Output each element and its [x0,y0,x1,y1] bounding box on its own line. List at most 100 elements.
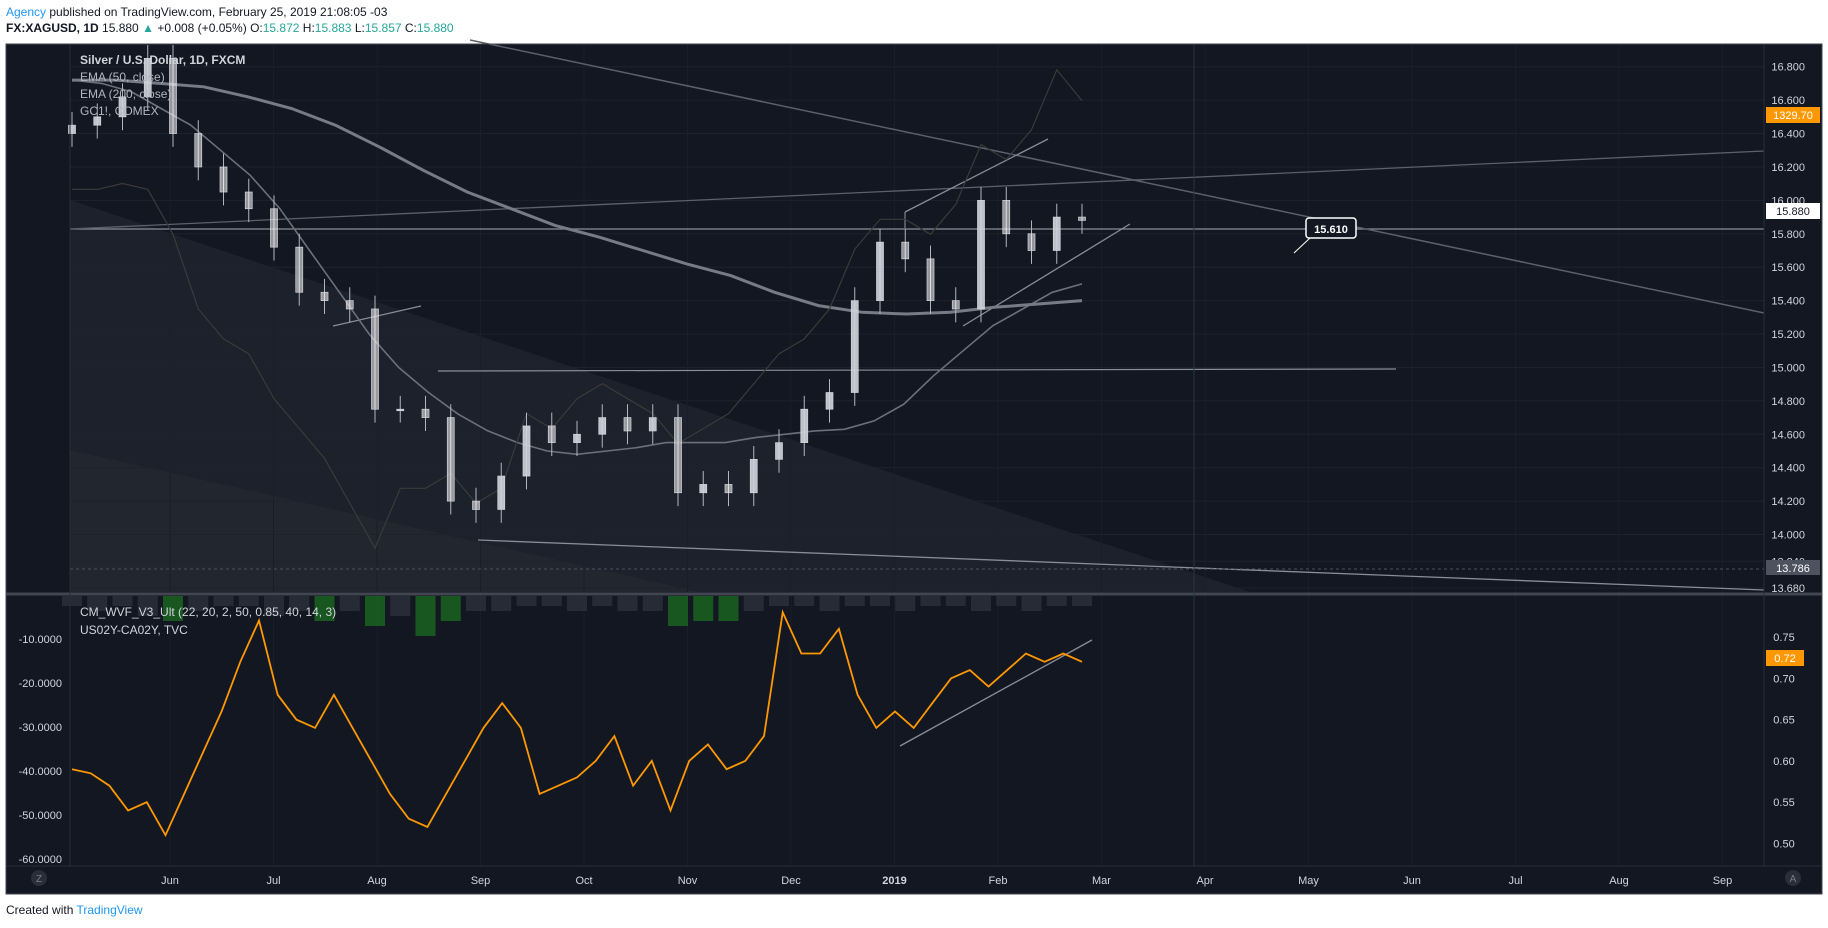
candle-body[interactable] [270,208,278,248]
candle-body[interactable] [1052,216,1061,251]
spread-axis-tick: 0.55 [1773,797,1794,809]
wvf-axis-tick: -40.0000 [19,766,62,778]
wvf-bar [945,596,966,606]
spread-value-text: 0.72 [1774,653,1795,665]
candle-body[interactable] [573,433,581,443]
resistance-line[interactable] [437,368,1397,372]
low-value: 15.857 [364,21,402,35]
callout-text: 15.610 [1314,224,1348,236]
spread-axis-tick: 0.50 [1773,838,1794,850]
candle-body[interactable] [522,425,531,477]
auto-scale-button[interactable] [1785,870,1801,886]
spread-trend-line[interactable] [899,639,1093,747]
candle-body[interactable] [775,442,783,460]
candle-body[interactable] [118,96,127,118]
time-axis-tick: Dec [781,875,801,887]
candle-body[interactable] [699,484,708,494]
candle-body[interactable] [320,291,329,301]
candle-body[interactable] [194,133,203,168]
zoom-reset-label: Z [36,874,42,885]
indicator-line-2[interactable] [72,68,1083,550]
callout-pointer [1293,237,1311,254]
spread-series-line[interactable] [71,609,1083,838]
wvf-bar [163,596,183,621]
wvf-bar [1072,596,1092,606]
candle-body[interactable] [143,58,152,98]
candle-body[interactable] [68,124,76,134]
time-axis-tick: 2019 [882,875,906,887]
wvf-bar [365,596,385,626]
candle-body[interactable] [825,392,834,410]
channel-upper-line[interactable] [904,138,1049,213]
low-price-text: 13.786 [1776,563,1810,575]
candle-body[interactable] [876,241,884,301]
time-axis-tick: Nov [678,875,698,887]
wvf-axis-tick: -10.0000 [19,634,62,646]
zoom-reset-button[interactable] [31,870,47,886]
uptrend-line[interactable] [69,150,1765,230]
candle-body[interactable] [371,308,379,410]
candle-body[interactable] [623,417,632,432]
candle-body[interactable] [1002,200,1011,235]
wvf-bar [693,596,714,621]
candle-body[interactable] [749,458,758,494]
candle-body[interactable] [472,500,480,510]
candle-body[interactable] [901,241,910,260]
close-label: C: [404,21,417,35]
candle-body[interactable] [345,300,354,310]
wvf-bar [642,596,663,611]
gold-price-badge [1766,107,1820,123]
time-axis-tick: May [1298,875,1319,887]
price-axis-tick: 16.400 [1771,129,1805,141]
candle-body[interactable] [926,258,935,301]
price-axis-tick: 15.600 [1771,262,1805,274]
candle-body[interactable] [446,417,455,502]
indicator-line-1[interactable] [72,78,1083,316]
candle-body[interactable] [497,475,506,510]
downtrend-line[interactable] [469,39,1765,314]
footer-created: Created with [6,903,74,917]
candle-body[interactable] [951,300,960,310]
wvf-bar [264,596,284,616]
candle-body[interactable] [977,200,985,310]
price-axis-tick: 14.600 [1771,429,1805,441]
candle-body[interactable] [1027,233,1036,251]
candle-body[interactable] [850,300,859,393]
candle-body[interactable] [648,417,657,432]
callout-box[interactable] [1305,217,1357,239]
author-link[interactable]: Agency [6,5,47,19]
candle-body[interactable] [169,58,177,134]
candle-body[interactable] [219,166,228,193]
wvf-bar [794,596,815,606]
candle-body[interactable] [724,484,733,494]
lower-trend-line[interactable] [477,539,1765,591]
publish-info: published on TradingView.com, February 2… [49,5,388,19]
symbol-name: FX:XAGUSD, 1D [6,21,99,35]
candle-body[interactable] [421,408,430,418]
wvf-bar [844,596,865,606]
gold-price-text: 1329.70 [1773,110,1813,122]
time-axis-tick: Jul [266,875,280,887]
candle-body[interactable] [1078,216,1086,221]
candle-body[interactable] [396,408,405,412]
tradingview-logo[interactable]: TradingView [76,903,143,917]
price-axis-tick: 15.200 [1771,329,1805,341]
candle-body[interactable] [674,417,682,494]
time-axis-tick: Oct [575,875,592,887]
candle-body[interactable] [547,425,556,443]
candle-body[interactable] [295,246,304,293]
price-axis-tick: 14.800 [1771,396,1805,408]
wvf-bar [339,596,360,611]
auto-scale-label: A [1790,874,1797,885]
candle-body[interactable] [93,116,102,126]
candle-body[interactable] [244,191,253,210]
wvf-bar [390,596,411,616]
candle-body[interactable] [598,417,607,435]
candle-body[interactable] [800,408,809,443]
wvf-bar [1046,596,1067,606]
low-price-badge [1766,560,1820,575]
wvf-bar [743,596,764,611]
wvf-bar [188,596,209,611]
time-axis-tick: Aug [1609,875,1629,887]
